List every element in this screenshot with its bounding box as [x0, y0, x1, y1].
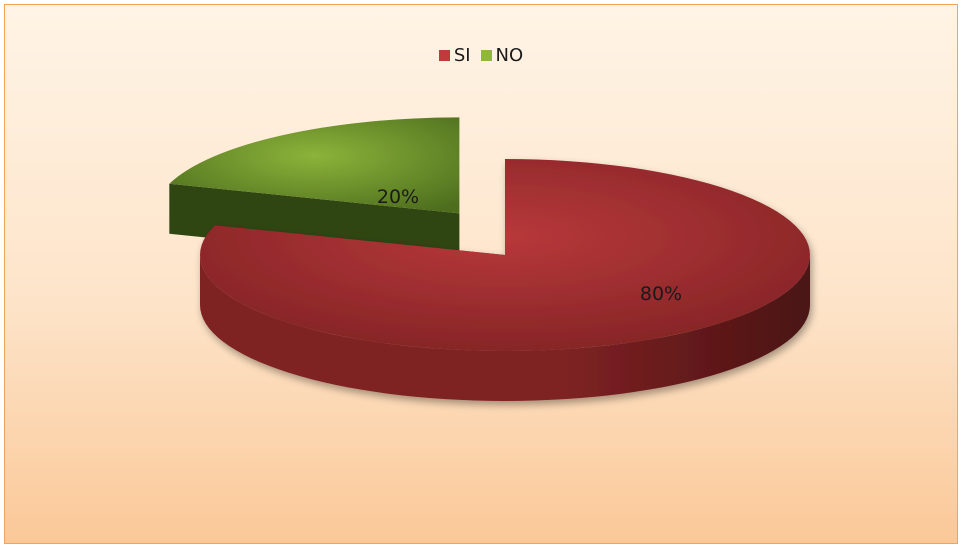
- legend-item-no: NO: [480, 45, 524, 66]
- data-label-si: 80%: [640, 283, 682, 305]
- legend-label-no: NO: [495, 45, 524, 66]
- data-label-no: 20%: [377, 186, 419, 208]
- pie-slice-si: [200, 159, 810, 401]
- chart-legend: SI NO: [5, 45, 957, 66]
- legend-swatch-no: [480, 50, 492, 61]
- pie-outer-side: [200, 255, 810, 401]
- pie-top: [169, 117, 460, 214]
- legend-swatch-si: [438, 50, 450, 61]
- pie-top: [200, 159, 810, 351]
- legend-item-si: SI: [438, 45, 471, 66]
- legend-label-si: SI: [453, 45, 471, 66]
